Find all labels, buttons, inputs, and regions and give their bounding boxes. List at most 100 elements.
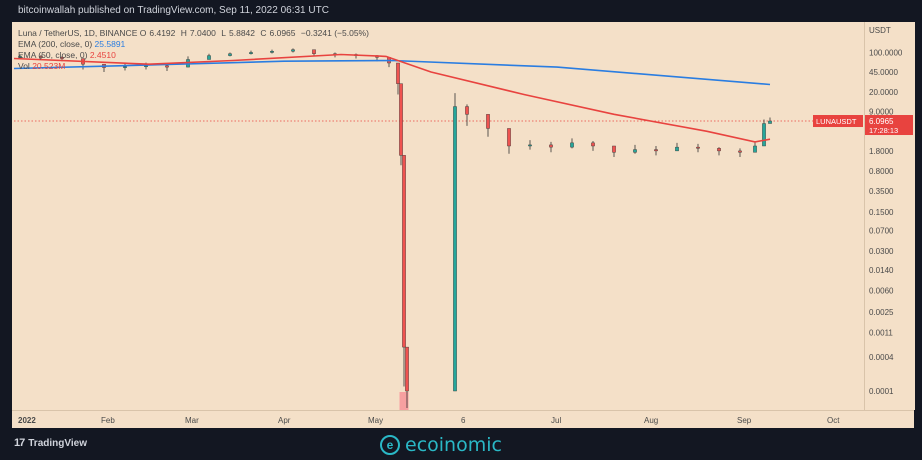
candle-body bbox=[738, 150, 742, 153]
symbol-tag-label: LUNAUSDT bbox=[816, 117, 857, 126]
tradingview-logo[interactable]: 17 TradingView bbox=[14, 437, 87, 449]
candle-body bbox=[402, 155, 406, 348]
price-tick-label: 1.8000 bbox=[869, 147, 894, 156]
candle-body bbox=[675, 146, 679, 152]
candle-body bbox=[696, 146, 700, 149]
price-tick-label: 0.0140 bbox=[869, 266, 894, 275]
candle-body bbox=[570, 142, 574, 148]
candle-body bbox=[165, 65, 169, 68]
tradingview-icon: 17 bbox=[14, 437, 25, 449]
high-label: H bbox=[180, 28, 187, 38]
ema200-line bbox=[13, 59, 771, 86]
ema50-value: 2.4510 bbox=[89, 50, 116, 60]
candle-body bbox=[18, 56, 22, 58]
open-value: 6.4192 bbox=[149, 28, 176, 38]
price-tick-label: 9.0000 bbox=[869, 107, 894, 116]
candle-body bbox=[717, 148, 721, 152]
volume-bar bbox=[399, 392, 403, 410]
candle-body bbox=[207, 55, 211, 60]
candle-body bbox=[291, 49, 295, 52]
price-tick-label: 0.8000 bbox=[869, 167, 894, 176]
time-tick-label: May bbox=[368, 416, 383, 425]
ema200-label: EMA (200, close, 0) bbox=[18, 39, 93, 49]
open-label: O bbox=[139, 28, 147, 38]
close-label: C bbox=[260, 28, 267, 38]
ema200-value: 25.5891 bbox=[94, 39, 126, 49]
volume-value: 20.523M bbox=[32, 61, 66, 71]
high-value: 7.0400 bbox=[189, 28, 216, 38]
time-tick-label: Mar bbox=[185, 416, 199, 425]
price-tick-label: 0.0025 bbox=[869, 308, 894, 317]
volume-bar bbox=[402, 392, 406, 410]
ecoinomic-watermark: e ecoinomic bbox=[380, 432, 502, 458]
candle-body bbox=[762, 123, 766, 147]
candle-body bbox=[591, 142, 595, 147]
publisher-text: bitcoinwallah published on TradingView.c… bbox=[18, 5, 329, 16]
time-tick-label: Apr bbox=[278, 416, 291, 425]
time-tick-label: Jul bbox=[551, 416, 561, 425]
chart-legend: Luna / TetherUS, 1D, BINANCE O 6.4192 H 7.… bbox=[18, 28, 372, 72]
currency-label: USDT bbox=[869, 26, 891, 35]
candle-body bbox=[60, 57, 64, 59]
ecoinomic-brand: ecoinomic bbox=[405, 434, 502, 456]
change-value: −0.3241 (−5.05%) bbox=[300, 28, 369, 38]
candle-body bbox=[405, 346, 409, 392]
price-tick-label: 0.0060 bbox=[869, 287, 894, 296]
price-tick-label: 0.0001 bbox=[869, 387, 894, 396]
candle-body bbox=[507, 128, 511, 147]
ema50-line bbox=[13, 53, 771, 143]
price-tick-label: 0.0004 bbox=[869, 353, 894, 362]
candle-body bbox=[753, 145, 757, 153]
candle-body bbox=[312, 49, 316, 54]
candle-body bbox=[465, 106, 469, 115]
price-tick-label: 0.0700 bbox=[869, 226, 894, 235]
last-price-tag bbox=[865, 115, 913, 136]
candle-body bbox=[654, 149, 658, 152]
tradingview-brand: TradingView bbox=[28, 438, 87, 449]
ohlc-values: O 6.4192 H 7.0400 L 5.8842 C 6.0965 −0.3241 … bbox=[140, 28, 372, 38]
price-tick-label: 0.3500 bbox=[869, 187, 894, 196]
candle-body bbox=[453, 106, 457, 392]
volume-legend[interactable]: Vol 20.523M bbox=[18, 61, 372, 72]
time-tick-label: Sep bbox=[737, 416, 752, 425]
candle-body bbox=[228, 53, 232, 56]
candle-body bbox=[486, 114, 490, 129]
symbol-line: Luna / TetherUS, 1D, BINANCE bbox=[18, 28, 138, 38]
ema50-legend[interactable]: EMA (50, close, 0) 2.4510 bbox=[18, 50, 372, 61]
countdown-value: 17:28:13 bbox=[869, 126, 898, 135]
candle-body bbox=[528, 144, 532, 147]
candle-body bbox=[549, 144, 553, 148]
candle-body bbox=[612, 145, 616, 153]
candle-body bbox=[633, 149, 637, 153]
time-tick-label: Oct bbox=[827, 416, 840, 425]
time-tick-label: 6 bbox=[461, 416, 466, 425]
ecoinomic-logo-icon: e bbox=[380, 435, 400, 455]
time-tick-label: 2022 bbox=[18, 416, 36, 425]
time-tick-label: Aug bbox=[644, 416, 658, 425]
price-tick-label: 45.0000 bbox=[869, 68, 898, 77]
candle-body bbox=[768, 120, 772, 124]
last-price-value: 6.0965 bbox=[869, 117, 894, 126]
price-tick-label: 100.0000 bbox=[869, 48, 903, 57]
candle-body bbox=[399, 83, 403, 156]
candle-body bbox=[123, 66, 127, 68]
publisher-bar: bitcoinwallah published on TradingView.c… bbox=[0, 0, 922, 22]
price-axis[interactable] bbox=[864, 22, 915, 410]
price-tick-label: 0.0011 bbox=[869, 328, 893, 337]
symbol-tag bbox=[813, 115, 863, 128]
price-tick-label: 0.0300 bbox=[869, 247, 894, 256]
time-axis[interactable] bbox=[12, 410, 914, 429]
price-tick-label: 0.1500 bbox=[869, 208, 894, 217]
close-value: 6.0965 bbox=[269, 28, 296, 38]
candle-body bbox=[396, 62, 400, 84]
time-tick-label: Feb bbox=[101, 416, 115, 425]
low-label: L bbox=[221, 28, 226, 38]
ema200-legend[interactable]: EMA (200, close, 0) 25.5891 bbox=[18, 39, 372, 50]
chart-area[interactable] bbox=[12, 22, 864, 410]
low-value: 5.8842 bbox=[229, 28, 255, 38]
footer-bar bbox=[0, 428, 922, 460]
volume-label: Vol bbox=[18, 61, 30, 71]
candle-body bbox=[39, 56, 43, 58]
ema50-label: EMA (50, close, 0) bbox=[18, 50, 88, 60]
